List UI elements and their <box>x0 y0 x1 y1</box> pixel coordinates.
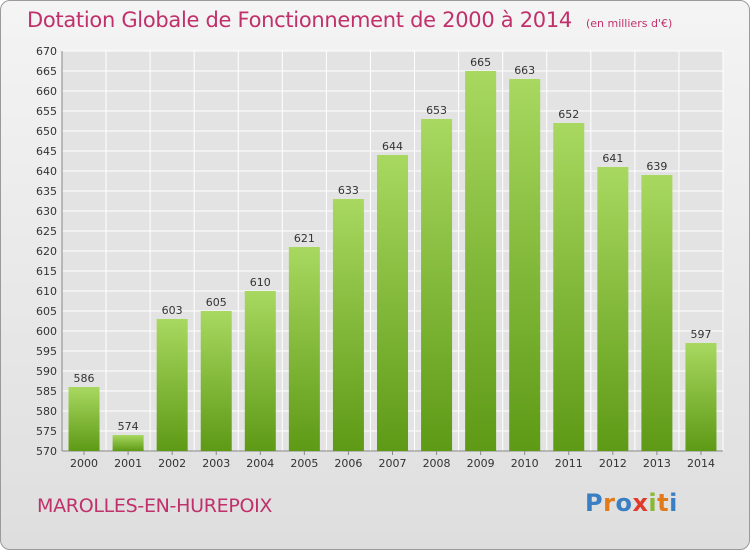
x-tick-label: 2005 <box>290 457 318 470</box>
x-tick-label: 2006 <box>334 457 362 470</box>
y-tick-label: 645 <box>36 145 57 158</box>
y-tick-label: 600 <box>36 325 57 338</box>
y-tick-label: 570 <box>36 445 57 458</box>
bar-2005 <box>288 247 320 451</box>
y-tick-label: 655 <box>36 105 57 118</box>
bar-2001 <box>112 435 144 451</box>
value-label-2011: 652 <box>558 108 579 121</box>
y-tick-label: 650 <box>36 125 57 138</box>
commune-name: MAROLLES-EN-HUREPOIX <box>37 495 273 517</box>
y-tick-label: 610 <box>36 285 57 298</box>
value-label-2014: 597 <box>690 328 711 341</box>
y-tick-label: 575 <box>36 425 57 438</box>
bars <box>68 71 717 451</box>
bar-2012 <box>597 167 629 451</box>
value-label-2010: 663 <box>514 64 535 77</box>
bar-2010 <box>509 79 541 451</box>
x-tick-label: 2002 <box>158 457 186 470</box>
y-tick-label: 615 <box>36 265 57 278</box>
x-tick-label: 2012 <box>599 457 627 470</box>
bar-2004 <box>244 291 276 451</box>
bar-2008 <box>421 119 453 451</box>
x-tick-label: 2008 <box>423 457 451 470</box>
value-label-2009: 665 <box>470 56 491 69</box>
y-tick-label: 590 <box>36 365 57 378</box>
value-label-2000: 586 <box>74 372 95 385</box>
chart-unit: (en milliers d'€) <box>585 17 673 30</box>
x-tick-label: 2001 <box>114 457 142 470</box>
y-tick-label: 605 <box>36 305 57 318</box>
y-tick-label: 595 <box>36 345 57 358</box>
title-row: Dotation Globale de Fonctionnement de 20… <box>27 8 672 32</box>
x-tick-label: 2004 <box>246 457 274 470</box>
x-tick-label: 2014 <box>687 457 715 470</box>
x-tick-label: 2009 <box>467 457 495 470</box>
value-label-2004: 610 <box>250 276 271 289</box>
proxiti-logo: Proxiti <box>585 489 678 517</box>
x-tick-label: 2013 <box>643 457 671 470</box>
value-label-2005: 621 <box>294 232 315 245</box>
x-tick-label: 2007 <box>379 457 407 470</box>
x-tick-label: 2003 <box>202 457 230 470</box>
bar-2011 <box>553 123 585 451</box>
value-label-2003: 605 <box>206 296 227 309</box>
y-tick-label: 630 <box>36 205 57 218</box>
value-label-2006: 633 <box>338 184 359 197</box>
bar-2014 <box>685 343 717 451</box>
y-tick-label: 625 <box>36 225 57 238</box>
y-tick-label: 660 <box>36 85 57 98</box>
y-tick-label: 665 <box>36 65 57 78</box>
bar-2003 <box>200 311 232 451</box>
bar-2006 <box>332 199 364 451</box>
x-tick-label: 2011 <box>555 457 583 470</box>
y-tick-label: 640 <box>36 165 57 178</box>
bar-2013 <box>641 175 673 451</box>
y-tick-label: 580 <box>36 405 57 418</box>
y-tick-label: 670 <box>36 45 57 58</box>
y-tick-label: 585 <box>36 385 57 398</box>
chart-title: Dotation Globale de Fonctionnement de 20… <box>27 8 572 32</box>
x-tick-label: 2010 <box>511 457 539 470</box>
value-label-2008: 653 <box>426 104 447 117</box>
value-label-2002: 603 <box>162 304 183 317</box>
value-label-2001: 574 <box>118 420 139 433</box>
value-label-2007: 644 <box>382 140 403 153</box>
value-label-2012: 641 <box>602 152 623 165</box>
bar-2000 <box>68 387 100 451</box>
value-label-2013: 639 <box>646 160 667 173</box>
y-tick-label: 635 <box>36 185 57 198</box>
y-tick-label: 620 <box>36 245 57 258</box>
bar-2002 <box>156 319 188 451</box>
bar-2009 <box>465 71 497 451</box>
x-tick-label: 2000 <box>70 457 98 470</box>
value-labels: 586 574 603 605 610 621 633 644 653 665 663 652 641 6… <box>74 56 712 433</box>
axes: 570 575 580 585 590 595 600 605 610 615 620 625 630 6… <box>36 45 723 470</box>
bar-2007 <box>377 155 408 451</box>
